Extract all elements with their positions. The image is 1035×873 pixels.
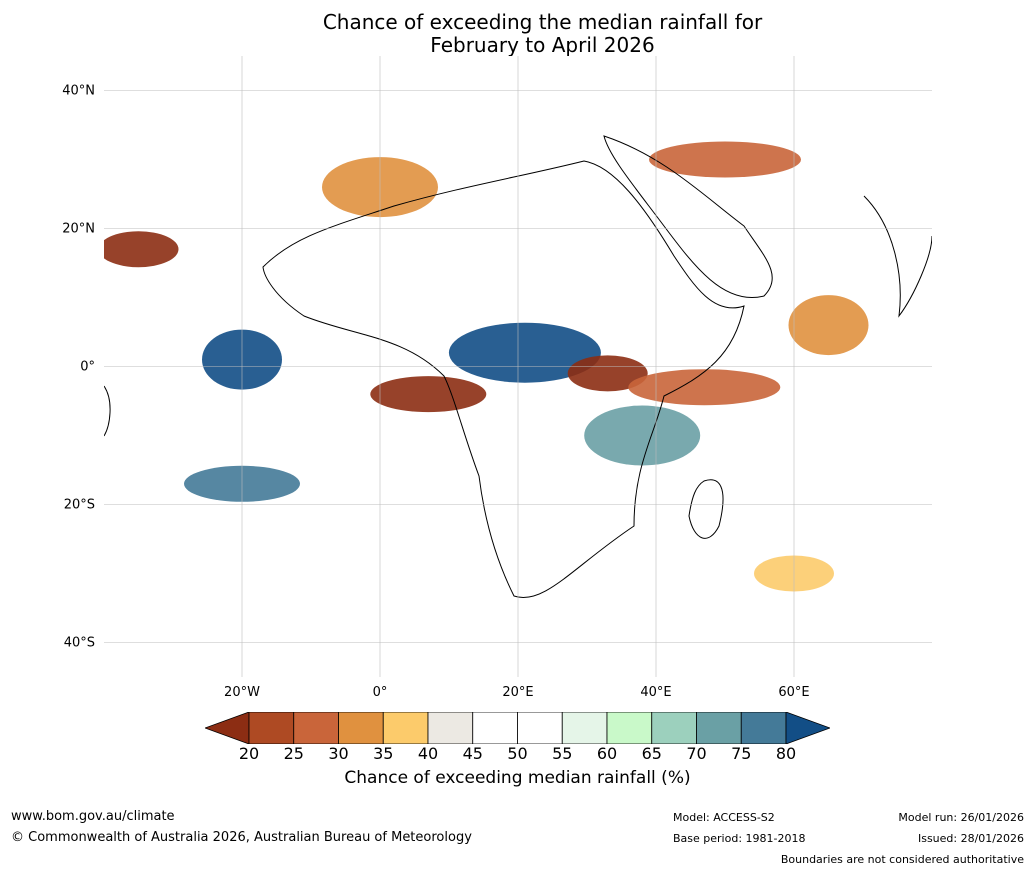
region-arabian-sea [788,295,869,356]
region-southern-africa [476,488,629,549]
colorbar-tick-label: 40 [417,744,439,763]
colorbar-segment [293,711,339,745]
africa-coastline [262,160,745,598]
footer-url: www.bom.gov.au/climate [11,809,175,824]
lat-label: 40°S [63,635,95,650]
colorbar-segment [248,711,295,745]
lat-label: 20°N [62,221,95,236]
colorbar-tick-label: 65 [641,744,662,763]
footer-issued: Issued: 28/01/2026 [917,832,1024,845]
south-america-coastline [104,385,111,437]
colorbar-svg [203,711,832,745]
lat-label: 40°N [62,83,95,98]
colorbar-tick-label: 25 [283,744,304,763]
chart-title-line1: Chance of exceeding the median rainfall … [322,10,763,34]
colorbar-upper-extension [785,711,832,745]
rainfall-map-svg [104,56,932,677]
colorbar-segment [740,711,787,745]
region-tropical-north-atlantic [104,231,179,268]
colorbar-tick-label: 55 [552,744,573,763]
colorbar-tick-label: 45 [462,744,483,763]
colorbar-tick-label: 50 [507,744,528,763]
lon-label: 20°W [224,685,260,700]
colorbar-segment [338,711,384,745]
colorbar-tick-label: 30 [328,744,349,763]
probability-regions [104,141,869,592]
map-gridlines [104,56,932,677]
colorbar-lower-extension [203,711,250,745]
colorbar-segment [517,711,563,745]
rainfall-map [104,56,932,677]
footer-copyright: © Commonwealth of Australia 2026, Austra… [11,830,472,845]
colorbar-segment [651,711,697,745]
region-central-africa [448,322,601,383]
region-horn-of-africa [628,369,781,406]
lon-label: 60°E [778,685,810,700]
colorbar-segment [472,711,518,745]
lat-label: 20°S [63,497,95,512]
colorbar-label: Chance of exceeding median rainfall (%) [344,768,691,788]
lon-label: 40°E [640,685,672,700]
colorbar-tick-label: 20 [238,744,260,763]
colorbar-segment [427,711,474,745]
colorbar-segment [606,711,653,745]
colorbar-segment [561,711,608,745]
colorbar-tick-label: 80 [775,744,797,763]
colorbar-tick-label: 60 [596,744,618,763]
arabian-peninsula-coastline [603,135,773,298]
footer-base-period: Base period: 1981-2018 [673,832,806,845]
region-east-africa [584,405,701,466]
colorbar-tick-label: 70 [686,744,707,763]
colorbar-tick-label: 75 [731,744,752,763]
region-lake-victoria [567,355,648,392]
region-gulf-of-guinea [370,376,487,413]
footer-disclaimer: Boundaries are not considered authoritat… [780,853,1024,866]
region-arabian-peninsula [649,141,801,178]
colorbar-segment [696,711,742,745]
footer-model-run: Model run: 26/01/2026 [898,811,1024,824]
chart-title-line2: February to April 2026 [430,33,655,57]
india-coastline [863,195,932,318]
coastlines [104,135,932,598]
lat-label: 0° [80,359,95,374]
madagascar-coastline [688,479,724,539]
footer-model: Model: ACCESS-S2 [673,811,775,824]
lon-label: 20°E [502,685,534,700]
colorbar [203,711,832,745]
colorbar-tick-label: 35 [373,744,394,763]
lon-label: 0° [372,685,388,700]
colorbar-segment [382,711,429,745]
